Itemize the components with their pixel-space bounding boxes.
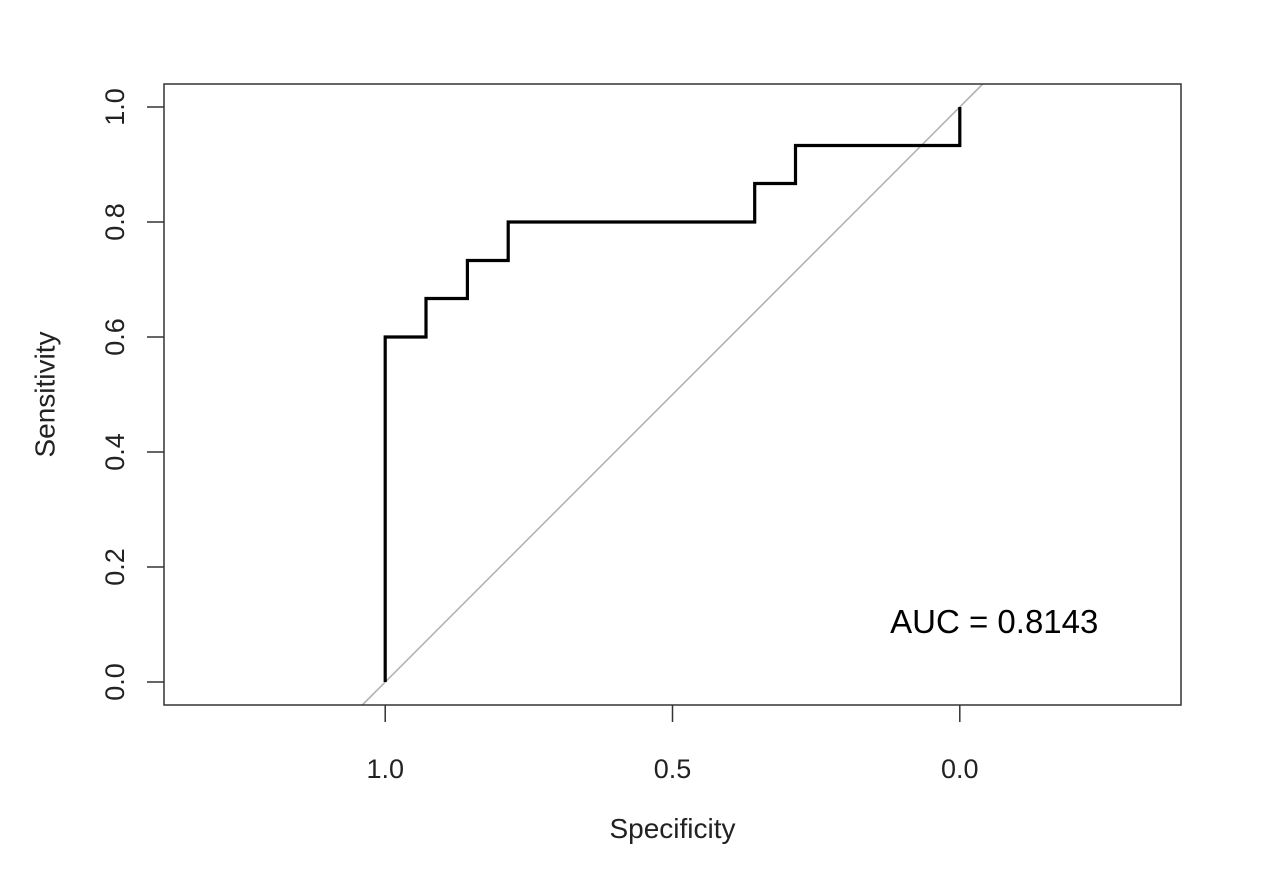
x-tick-label: 0.5 [654, 754, 692, 784]
roc-curve-line [383, 107, 962, 682]
y-tick-label: 0.6 [100, 318, 130, 356]
curve-layer [383, 107, 962, 682]
x-tick-label: 1.0 [366, 754, 404, 784]
y-tick-label: 1.0 [100, 88, 130, 126]
axes-layer: 1.0 0.5 0.0 0.0 0.2 0.4 0.6 0.8 1.0 Specificity Se… [30, 88, 979, 844]
y-tick-label: 0.2 [100, 548, 130, 586]
y-tick-label: 0.4 [100, 433, 130, 471]
x-tick-label: 0.0 [941, 754, 979, 784]
y-axis-title: Sensitivity [30, 331, 61, 457]
x-axis-title: Specificity [609, 813, 735, 844]
y-tick-label: 0.0 [100, 663, 130, 701]
annotation-layer: AUC = 0.8143 [890, 603, 1098, 640]
reference-layer [361, 83, 984, 706]
y-tick-label: 0.8 [100, 203, 130, 241]
auc-annotation: AUC = 0.8143 [890, 603, 1098, 640]
reference-diagonal [361, 83, 984, 706]
